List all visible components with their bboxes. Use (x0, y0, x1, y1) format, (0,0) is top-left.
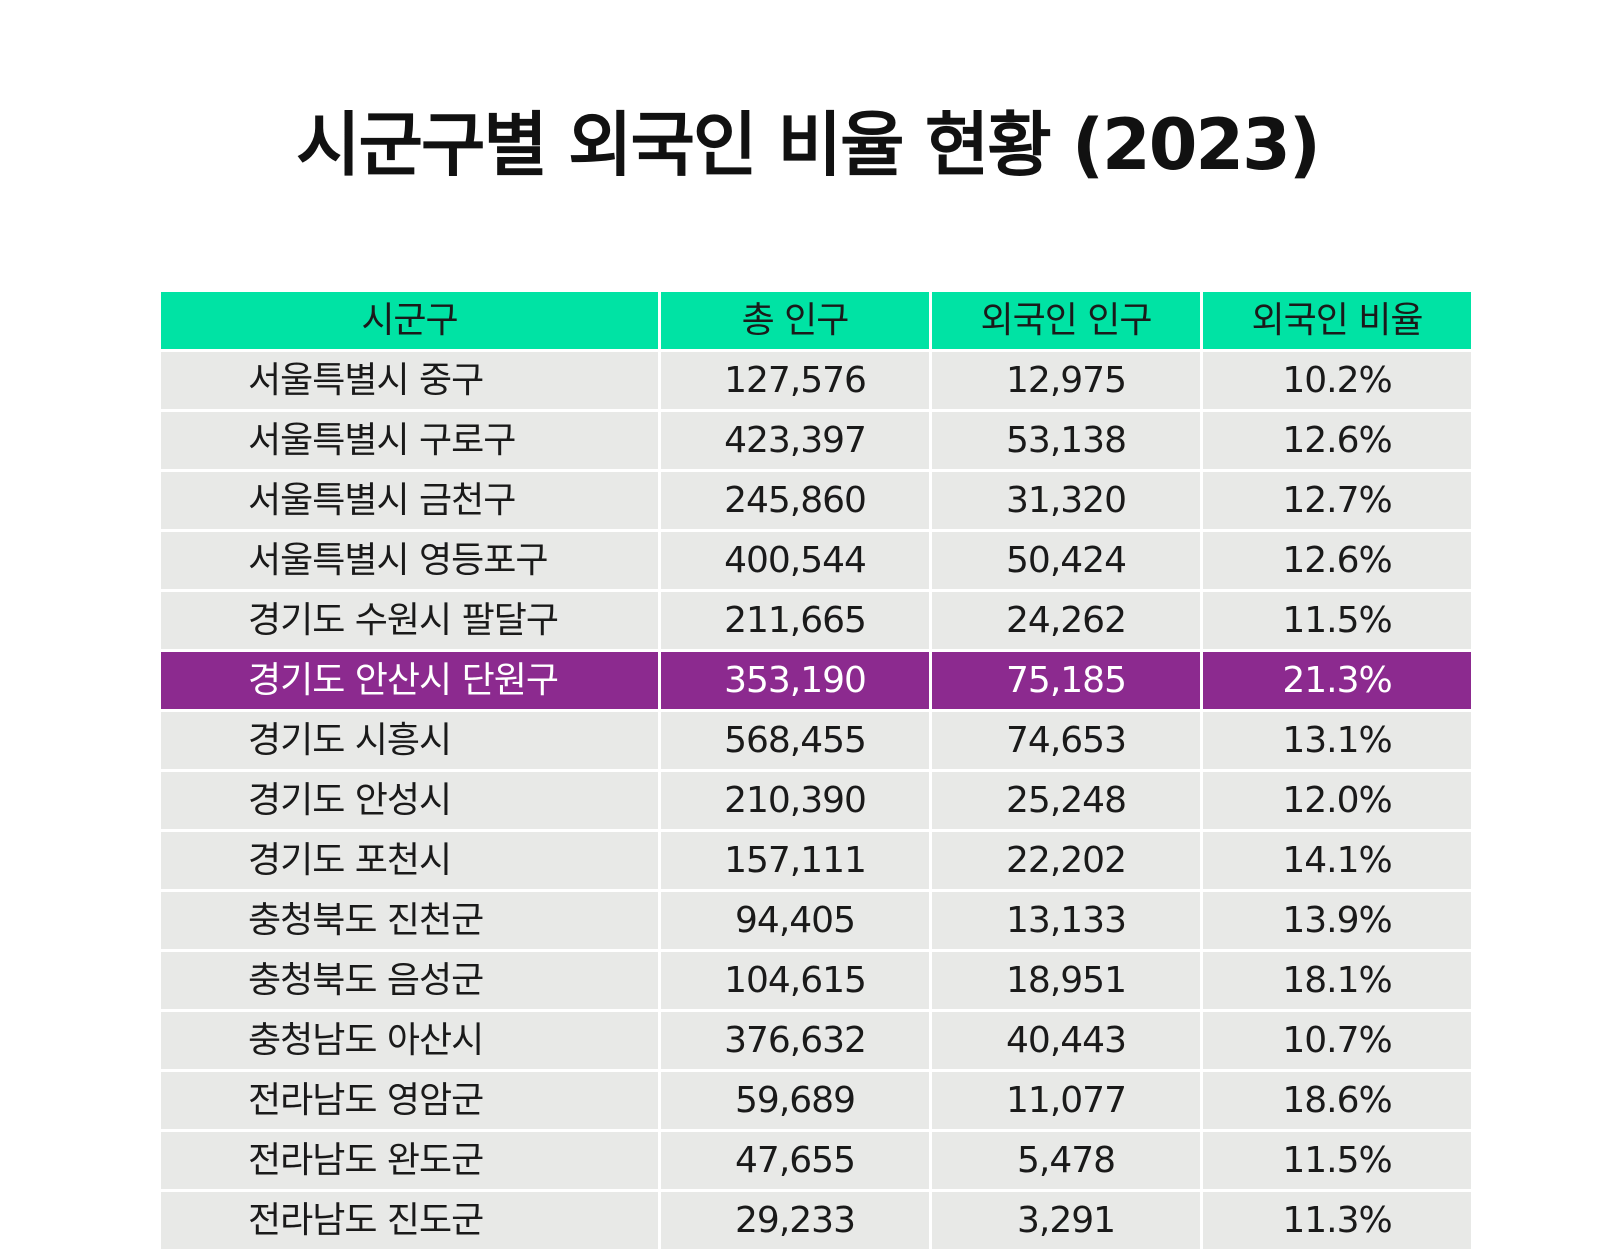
table-row: 경기도 안성시 210,390 25,248 12.0% (158, 769, 1474, 832)
cell-foreign-population: 3,291 (929, 1189, 1203, 1252)
cell-foreign-ratio: 14.1% (1200, 829, 1474, 892)
cell-total-population: 157,111 (658, 829, 932, 892)
header-row: 시군구 총 인구 외국인 인구 외국인 비율 (158, 289, 1474, 352)
cell-foreign-ratio: 12.7% (1200, 469, 1474, 532)
cell-foreign-population: 22,202 (929, 829, 1203, 892)
cell-region: 충청북도 진천군 (158, 889, 661, 952)
table-row: 서울특별시 구로구 423,397 53,138 12.6% (158, 409, 1474, 472)
table-row: 전라남도 영암군 59,689 11,077 18.6% (158, 1069, 1474, 1132)
cell-total-population: 568,455 (658, 709, 932, 772)
table-row: 경기도 시흥시 568,455 74,653 13.1% (158, 709, 1474, 772)
header-cell-total-population: 총 인구 (658, 289, 932, 352)
cell-region: 경기도 수원시 팔달구 (158, 589, 661, 652)
cell-foreign-population: 13,133 (929, 889, 1203, 952)
cell-foreign-population: 5,478 (929, 1129, 1203, 1192)
cell-foreign-ratio: 11.3% (1200, 1189, 1474, 1252)
header-cell-foreign-population: 외국인 인구 (929, 289, 1203, 352)
table-row: 전라남도 진도군 29,233 3,291 11.3% (158, 1189, 1474, 1252)
cell-total-population: 59,689 (658, 1069, 932, 1132)
cell-total-population: 423,397 (658, 409, 932, 472)
cell-foreign-ratio: 18.6% (1200, 1069, 1474, 1132)
table-body: 서울특별시 중구 127,576 12,975 10.2% 서울특별시 구로구 423,3… (158, 349, 1474, 1252)
cell-total-population: 211,665 (658, 589, 932, 652)
cell-region: 충청남도 아산시 (158, 1009, 661, 1072)
table-row: 경기도 수원시 팔달구 211,665 24,262 11.5% (158, 589, 1474, 652)
table-row: 충청북도 음성군 104,615 18,951 18.1% (158, 949, 1474, 1012)
cell-total-population: 104,615 (658, 949, 932, 1012)
cell-region: 경기도 안산시 단원구 (158, 649, 661, 712)
cell-region: 경기도 시흥시 (158, 709, 661, 772)
cell-total-population: 400,544 (658, 529, 932, 592)
table-row: 서울특별시 금천구 245,860 31,320 12.7% (158, 469, 1474, 532)
cell-total-population: 245,860 (658, 469, 932, 532)
table-row: 전라남도 완도군 47,655 5,478 11.5% (158, 1129, 1474, 1192)
cell-foreign-population: 24,262 (929, 589, 1203, 652)
cell-foreign-population: 50,424 (929, 529, 1203, 592)
chart-title: 시군구별 외국인 비율 현황 (2023) (296, 104, 1321, 186)
cell-region: 충청북도 음성군 (158, 949, 661, 1012)
cell-region: 경기도 안성시 (158, 769, 661, 832)
data-table-container: 시군구 총 인구 외국인 인구 외국인 비율 서울특별시 중구 127,576 12… (158, 289, 1474, 1252)
cell-region: 서울특별시 중구 (158, 349, 661, 412)
cell-total-population: 94,405 (658, 889, 932, 952)
cell-region: 서울특별시 영등포구 (158, 529, 661, 592)
table-row: 서울특별시 중구 127,576 12,975 10.2% (158, 349, 1474, 412)
cell-total-population: 376,632 (658, 1009, 932, 1072)
cell-total-population: 47,655 (658, 1129, 932, 1192)
table-row: 서울특별시 영등포구 400,544 50,424 12.6% (158, 529, 1474, 592)
cell-total-population: 353,190 (658, 649, 932, 712)
cell-region: 경기도 포천시 (158, 829, 661, 892)
cell-foreign-population: 18,951 (929, 949, 1203, 1012)
cell-total-population: 210,390 (658, 769, 932, 832)
cell-region: 전라남도 진도군 (158, 1189, 661, 1252)
cell-region: 전라남도 영암군 (158, 1069, 661, 1132)
data-table: 시군구 총 인구 외국인 인구 외국인 비율 서울특별시 중구 127,576 12… (158, 289, 1474, 1252)
cell-total-population: 127,576 (658, 349, 932, 412)
cell-foreign-ratio: 18.1% (1200, 949, 1474, 1012)
cell-foreign-population: 12,975 (929, 349, 1203, 412)
cell-foreign-population: 25,248 (929, 769, 1203, 832)
cell-foreign-ratio: 10.7% (1200, 1009, 1474, 1072)
cell-region: 전라남도 완도군 (158, 1129, 661, 1192)
cell-foreign-ratio: 13.1% (1200, 709, 1474, 772)
table-header: 시군구 총 인구 외국인 인구 외국인 비율 (158, 289, 1474, 352)
table-row-highlighted: 경기도 안산시 단원구 353,190 75,185 21.3% (158, 649, 1474, 712)
header-cell-foreign-ratio: 외국인 비율 (1200, 289, 1474, 352)
cell-total-population: 29,233 (658, 1189, 932, 1252)
cell-foreign-ratio: 21.3% (1200, 649, 1474, 712)
table-row: 경기도 포천시 157,111 22,202 14.1% (158, 829, 1474, 892)
cell-foreign-population: 74,653 (929, 709, 1203, 772)
cell-foreign-ratio: 10.2% (1200, 349, 1474, 412)
cell-foreign-population: 31,320 (929, 469, 1203, 532)
cell-foreign-ratio: 12.0% (1200, 769, 1474, 832)
cell-foreign-ratio: 12.6% (1200, 529, 1474, 592)
cell-foreign-population: 75,185 (929, 649, 1203, 712)
cell-region: 서울특별시 구로구 (158, 409, 661, 472)
cell-foreign-ratio: 13.9% (1200, 889, 1474, 952)
cell-region: 서울특별시 금천구 (158, 469, 661, 532)
table-row: 충청북도 진천군 94,405 13,133 13.9% (158, 889, 1474, 952)
cell-foreign-population: 53,138 (929, 409, 1203, 472)
table-row: 충청남도 아산시 376,632 40,443 10.7% (158, 1009, 1474, 1072)
header-cell-region: 시군구 (158, 289, 661, 352)
cell-foreign-ratio: 11.5% (1200, 1129, 1474, 1192)
cell-foreign-population: 40,443 (929, 1009, 1203, 1072)
cell-foreign-ratio: 11.5% (1200, 589, 1474, 652)
cell-foreign-ratio: 12.6% (1200, 409, 1474, 472)
cell-foreign-population: 11,077 (929, 1069, 1203, 1132)
